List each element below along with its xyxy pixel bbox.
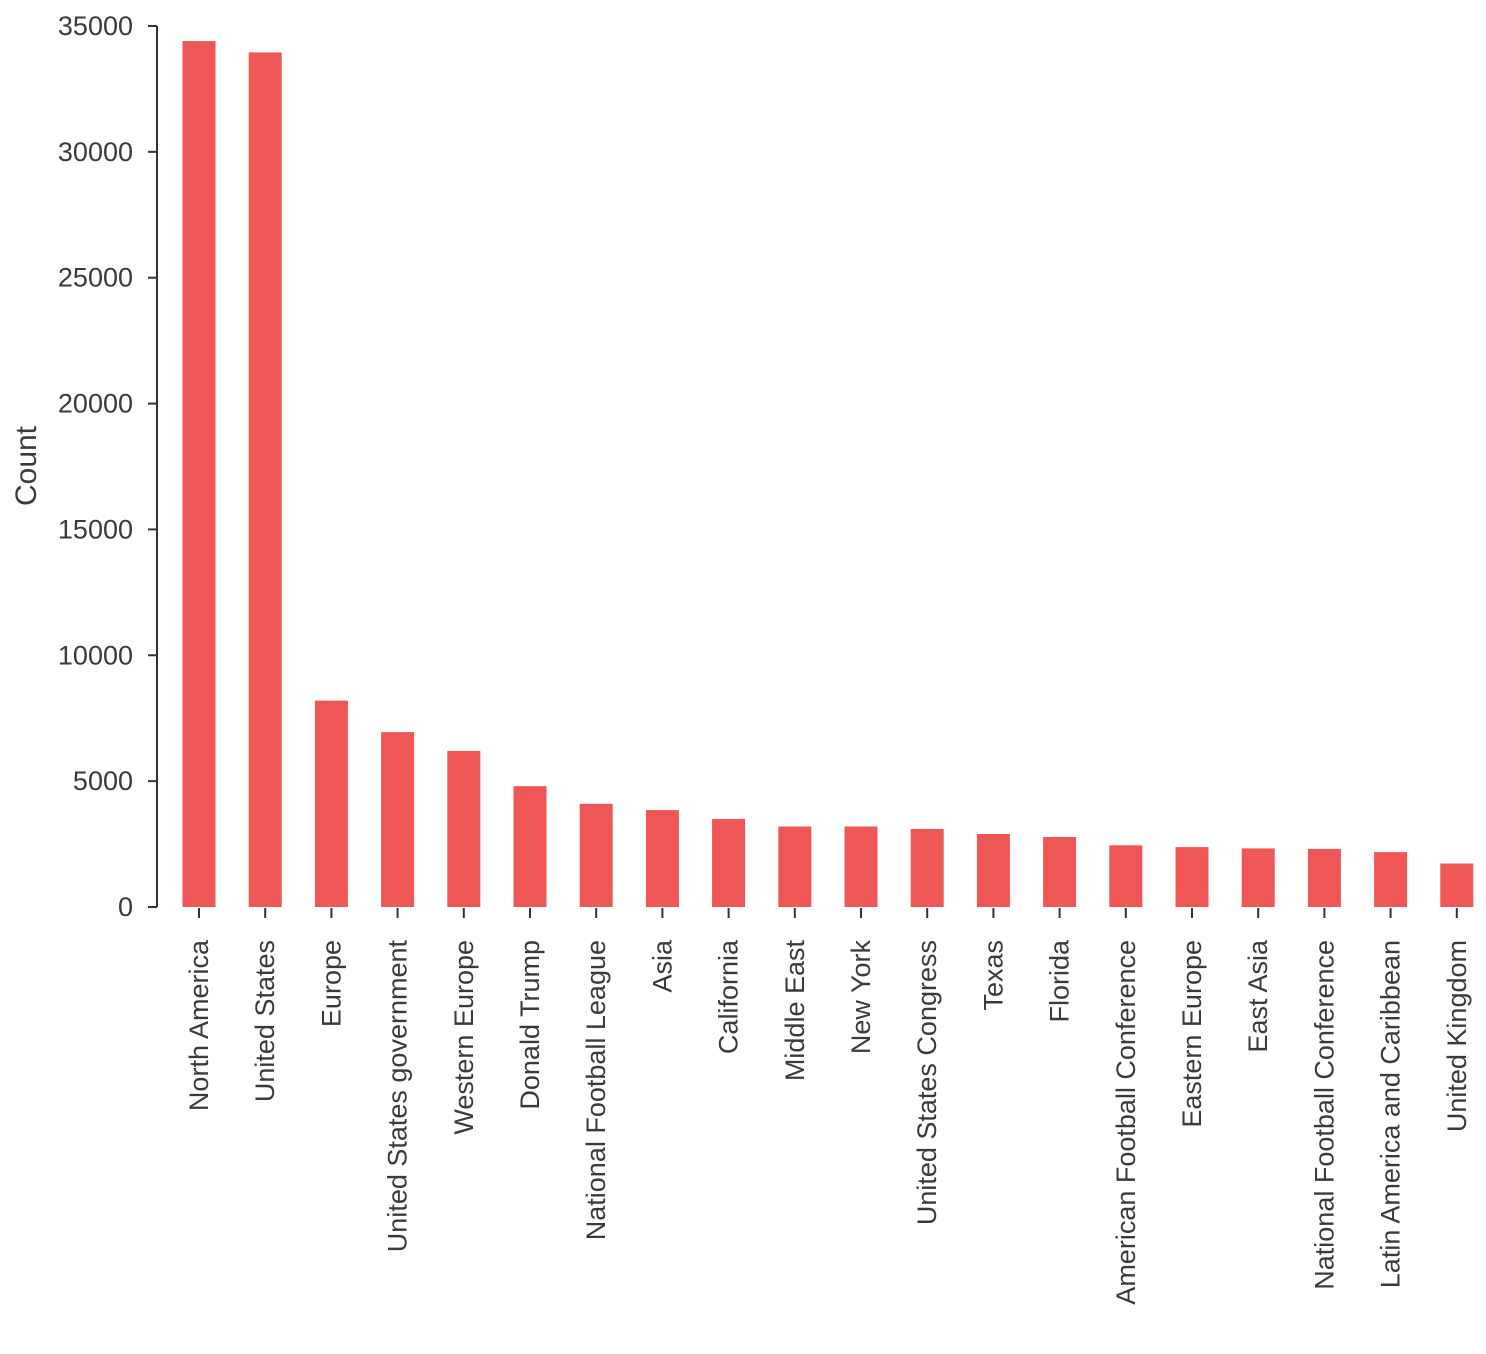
x-tick-label-asia: Asia	[647, 939, 677, 993]
x-tick-label-north-america: North America	[184, 939, 214, 1111]
bar-asia	[645, 810, 679, 907]
bar-national-football-league	[579, 803, 613, 907]
y-tick-label: 30000	[58, 137, 133, 167]
bar-western-europe	[447, 750, 481, 907]
x-tick-label-middle-east: Middle East	[780, 940, 810, 1082]
x-axis: North America United States Europe United S…	[184, 908, 1472, 1305]
x-tick-label-united-states-government: United States government	[383, 940, 413, 1253]
bar-united-states	[248, 52, 282, 907]
y-axis-title: Count	[10, 425, 43, 506]
y-tick-label: 0	[118, 892, 133, 922]
bar-texas	[976, 834, 1010, 907]
x-tick-label-national-football-conference: National Football Conference	[1309, 940, 1339, 1290]
x-tick-label-california: California	[714, 939, 744, 1054]
bar-north-america	[182, 41, 216, 908]
y-tick-label: 25000	[58, 263, 133, 293]
x-tick-label-united-states: United States	[250, 940, 280, 1102]
x-tick-label-national-football-league: National Football League	[581, 940, 611, 1240]
x-tick-label-donald-trump: Donald Trump	[515, 940, 545, 1110]
x-tick-label-eastern-europe: Eastern Europe	[1177, 940, 1207, 1128]
bar-latin-america-and-caribbean	[1374, 852, 1408, 907]
y-tick-label: 15000	[58, 514, 133, 544]
x-tick-label-new-york: New York	[846, 940, 876, 1055]
bar-united-states-congress	[910, 829, 944, 907]
bar-california	[712, 818, 746, 907]
y-tick-label: 20000	[58, 389, 133, 419]
bar-new-york	[844, 826, 878, 907]
x-tick-label-europe: Europe	[316, 940, 346, 1027]
x-tick-label-united-kingdom: United Kingdom	[1442, 940, 1472, 1132]
bar-american-football-conference	[1109, 845, 1143, 907]
x-tick-label-western-europe: Western Europe	[449, 940, 479, 1135]
bar-national-football-conference	[1307, 848, 1341, 907]
x-tick-label-united-states-congress: United States Congress	[912, 940, 942, 1225]
x-tick-label-florida: Florida	[1045, 939, 1075, 1023]
x-tick-label-east-asia: East Asia	[1243, 939, 1273, 1053]
bar-eastern-europe	[1175, 847, 1209, 907]
bar-united-kingdom	[1440, 863, 1474, 907]
y-tick-label: 35000	[58, 11, 133, 41]
y-tick-label: 10000	[58, 640, 133, 670]
bar-united-states-government	[381, 732, 415, 907]
bar-donald-trump	[513, 786, 547, 907]
bars-layer	[182, 41, 1474, 908]
x-tick-label-latin-america-and-caribbean: Latin America and Caribbean	[1376, 940, 1406, 1288]
x-tick-label-american-football-conference: American Football Conference	[1111, 940, 1141, 1305]
bar-florida	[1043, 837, 1077, 907]
y-axis: 0 5000 10000 15000 20000 25000 30000 35000	[58, 11, 158, 922]
bar-east-asia	[1241, 848, 1275, 907]
x-tick-label-texas: Texas	[978, 940, 1008, 1011]
bar-middle-east	[778, 826, 812, 907]
bar-europe	[314, 700, 348, 907]
y-tick-label: 5000	[73, 766, 133, 796]
